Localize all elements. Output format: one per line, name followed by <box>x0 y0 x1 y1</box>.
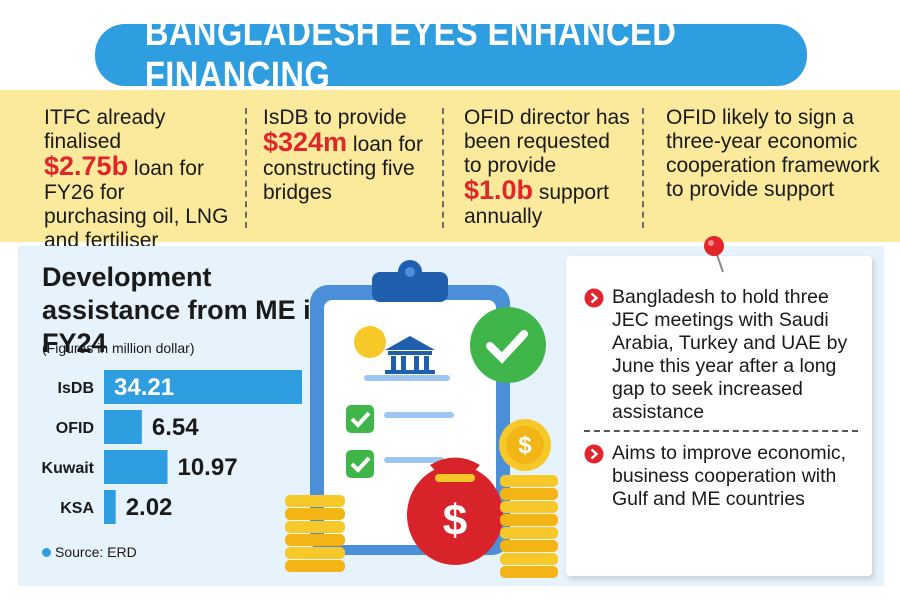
notes-divider <box>584 430 858 432</box>
fact-text: IsDB to provide <box>263 106 407 129</box>
fact-amount: $1.0b <box>464 175 534 205</box>
bar-ksa <box>104 490 116 524</box>
bar-ofid <box>104 410 142 444</box>
finance-illustration: $ $ <box>285 260 558 578</box>
value-label: 6.54 <box>152 414 199 441</box>
value-label: 10.97 <box>177 454 237 481</box>
chevron-right-icon <box>584 288 604 308</box>
note-item: Aims to improve economic, business coope… <box>584 442 862 511</box>
value-label: 2.02 <box>126 494 173 521</box>
source-bullet-icon <box>42 547 51 557</box>
dollar-coin-icon: $ <box>354 326 551 471</box>
note-text: Aims to improve economic, business coope… <box>612 442 847 510</box>
fact-amount: $2.75b <box>44 151 129 181</box>
fact-text: ITFC already finalised <box>44 106 166 153</box>
category-label: Kuwait <box>42 460 95 477</box>
category-label: KSA <box>60 500 94 517</box>
chart-subtitle: (Figures in million dollar) <box>42 340 195 356</box>
svg-text:$: $ <box>518 432 532 459</box>
chart-title: Development assistance from ME in FY24 <box>42 262 328 358</box>
category-label: IsDB <box>58 380 94 397</box>
chevron-right-icon <box>584 444 604 464</box>
fact-isdb: IsDB to provide $324m loan for construct… <box>245 90 442 242</box>
category-label: OFID <box>56 420 94 437</box>
svg-text:$: $ <box>443 496 467 545</box>
bar-kuwait <box>104 450 168 484</box>
fact-text: support annually <box>464 181 609 228</box>
money-bag-icon: $ <box>407 457 503 565</box>
note-text: Bangladesh to hold three JEC meetings wi… <box>612 286 848 423</box>
source-text: Source: ERD <box>55 544 137 560</box>
fact-text: loan for constructing five bridges <box>263 133 423 204</box>
coin-stack <box>285 475 558 578</box>
fact-amount: $324m <box>263 127 348 157</box>
fact-text: OFID likely to sign a three-year economi… <box>666 106 880 201</box>
fact-ofid-framework: OFID likely to sign a three-year economi… <box>642 90 900 242</box>
check-badge-icon <box>470 307 546 383</box>
bar-chart: IsDB 34.21 OFID 6.54 Kuwait 10.97 KSA 2.02 <box>42 370 302 524</box>
pushpin-icon <box>704 236 724 273</box>
bank-icon <box>385 336 435 374</box>
bar-isdb <box>104 370 302 404</box>
headline-banner: BANGLADESH EYES ENHANCED FINANCING <box>95 12 807 97</box>
source-note: Source: ERD <box>42 544 137 560</box>
facts-band: ITFC already finalised $2.75b loan for F… <box>0 90 900 252</box>
note-item: Bangladesh to hold three JEC meetings wi… <box>584 286 862 424</box>
headline: BANGLADESH EYES ENHANCED FINANCING <box>144 12 677 97</box>
fact-ofid-request: OFID director has been requested to prov… <box>442 90 642 242</box>
notes-card <box>566 256 872 576</box>
value-label: 34.21 <box>114 374 174 401</box>
fact-itfc: ITFC already finalised $2.75b loan for F… <box>0 90 245 252</box>
fact-text: OFID director has been requested to prov… <box>464 106 630 177</box>
